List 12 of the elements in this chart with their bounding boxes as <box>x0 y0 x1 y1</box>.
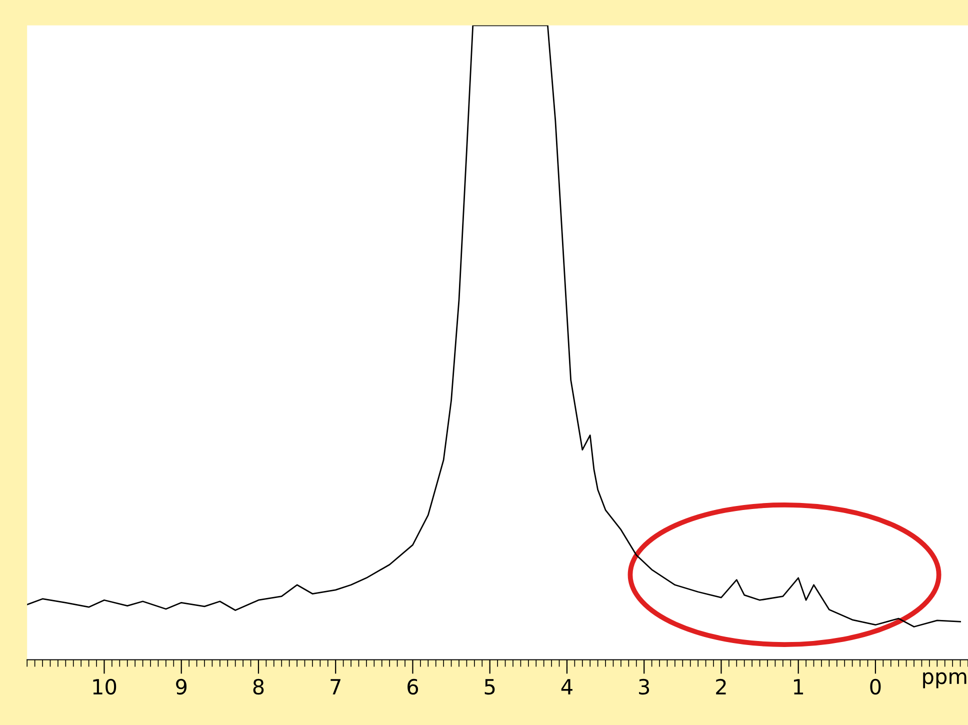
x-tick-label: 1 <box>794 679 804 694</box>
x-tick-label: 8 <box>253 678 264 695</box>
x-axis-title: ppm <box>923 672 966 688</box>
x-tick-label: 5 <box>484 679 495 695</box>
x-tick-label: 9 <box>176 678 187 695</box>
x-tick-label: 10 <box>93 678 116 695</box>
x-tick-label: 4 <box>561 679 572 694</box>
x-tick-label: 2 <box>716 678 726 694</box>
x-tick-label: 7 <box>330 679 340 694</box>
x-tick-label: 0 <box>870 678 881 695</box>
x-tick-label: 6 <box>408 678 418 695</box>
x-tick-label: 3 <box>639 678 650 695</box>
